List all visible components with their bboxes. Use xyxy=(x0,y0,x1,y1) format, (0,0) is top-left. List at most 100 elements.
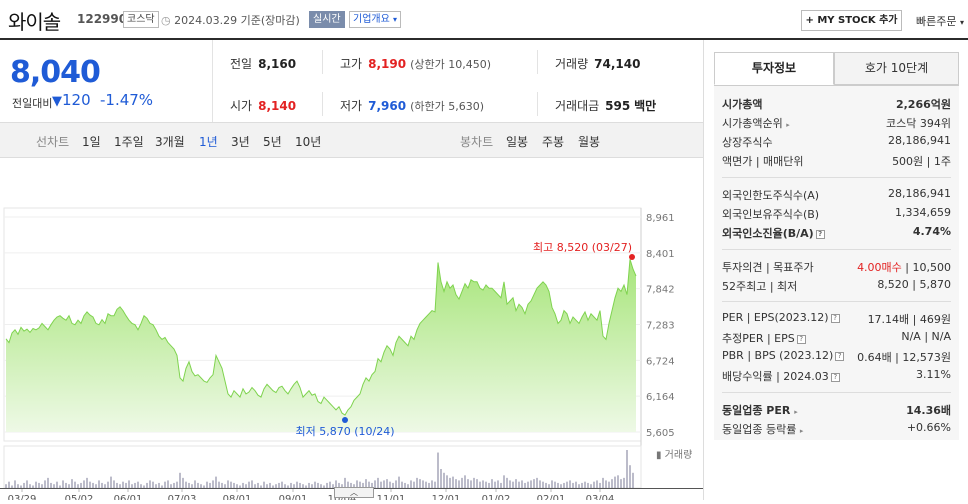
tab-monthly[interactable]: 월봉 xyxy=(578,135,601,149)
volume-bar xyxy=(581,482,583,488)
y-tick-label: 6,724 xyxy=(646,356,675,367)
volume-bar xyxy=(584,481,586,488)
row-market-cap-rank[interactable]: 시가총액순위 ▸ 코스닥 394위 xyxy=(722,117,951,130)
volume-bar xyxy=(374,480,376,488)
volume-bar xyxy=(236,484,238,488)
volume-bar xyxy=(488,482,490,488)
volume-bar xyxy=(335,480,337,488)
volume-bar xyxy=(404,482,406,488)
volume-bar xyxy=(515,479,517,488)
volume-bar xyxy=(149,480,151,488)
volume-bar xyxy=(299,482,301,488)
divider xyxy=(537,92,538,116)
volume-bar xyxy=(416,477,418,488)
realtime-badge[interactable]: 실시간 xyxy=(309,11,345,28)
x-tick-label: 10/04 xyxy=(328,494,357,500)
volume-bar xyxy=(458,480,460,488)
row-market-cap: 시가총액 2,266억원 xyxy=(722,98,951,111)
volume-bar xyxy=(617,475,619,488)
volume-bar xyxy=(185,481,187,488)
volume-bar xyxy=(119,484,121,488)
volume-bar xyxy=(443,472,445,488)
stat-volume: 거래량 74,140 xyxy=(555,57,641,71)
tab-weekly[interactable]: 주봉 xyxy=(542,135,565,149)
tab-10y[interactable]: 10년 xyxy=(295,135,322,149)
tab-1d[interactable]: 1일 xyxy=(82,135,101,149)
tab-1w[interactable]: 1주일 xyxy=(114,135,144,149)
volume-bar xyxy=(500,482,502,488)
y-tick-label: 7,283 xyxy=(646,321,675,332)
row-industry-per[interactable]: 동일업종 PER ▸ 14.36배 xyxy=(722,404,951,417)
volume-bar xyxy=(575,481,577,488)
y-tick-label: 8,401 xyxy=(646,249,675,260)
volume-bar xyxy=(254,484,256,488)
volume-bar xyxy=(419,479,421,488)
help-icon[interactable]: ? xyxy=(835,352,845,361)
tab-5y[interactable]: 5년 xyxy=(263,135,282,149)
volume-bar xyxy=(155,484,157,488)
volume-bar xyxy=(407,484,409,488)
company-name: 와이솔 xyxy=(8,10,61,34)
volume-bar xyxy=(308,482,310,488)
tab-1y[interactable]: 1년 xyxy=(199,135,218,149)
volume-bar xyxy=(560,484,562,488)
volume-bar xyxy=(221,482,223,488)
help-icon[interactable]: ? xyxy=(815,230,825,239)
volume-bar xyxy=(101,482,103,488)
collapse-chart-button[interactable]: ︿ xyxy=(334,487,374,498)
volume-bar xyxy=(128,480,130,488)
company-overview-button[interactable]: 기업개요 ▾ xyxy=(349,11,402,28)
volume-bar xyxy=(452,476,454,488)
volume-bar xyxy=(203,485,205,488)
row-industry-change[interactable]: 동일업종 등락률 ▸ +0.66% xyxy=(722,421,951,436)
volume-bar xyxy=(602,477,604,488)
volume-bar xyxy=(191,484,193,488)
help-icon[interactable]: ? xyxy=(796,335,806,344)
volume-bar xyxy=(509,480,511,488)
x-tick-label: 12/01 xyxy=(432,494,461,500)
volume-bar xyxy=(137,481,139,488)
volume-bar xyxy=(47,477,49,488)
volume-bar xyxy=(542,481,544,488)
volume-bar xyxy=(59,485,61,488)
volume-bar xyxy=(110,476,112,488)
volume-bar xyxy=(116,482,118,488)
tab-3y[interactable]: 3년 xyxy=(231,135,250,149)
volume-bar xyxy=(260,485,262,488)
volume-bar xyxy=(341,484,343,488)
stat-amount: 거래대금 595 백만 xyxy=(555,99,657,113)
arrow-right-icon: ▸ xyxy=(799,427,804,435)
volume-bar xyxy=(74,481,76,488)
my-stock-add-button[interactable]: + MY STOCK 추가 xyxy=(801,10,902,31)
volume-bar xyxy=(611,479,613,488)
volume-bar xyxy=(437,452,439,488)
volume-bar xyxy=(563,482,565,488)
volume-bar xyxy=(251,480,253,488)
volume-bar xyxy=(371,482,373,488)
volume-bar xyxy=(350,482,352,488)
investment-info-box: 시가총액 2,266억원 시가총액순위 ▸ 코스닥 394위 상장주식수 28,186… xyxy=(714,85,959,440)
header-divider xyxy=(0,38,968,40)
help-icon[interactable]: ? xyxy=(830,314,840,323)
tab-investment-info[interactable]: 투자정보 xyxy=(714,52,834,85)
help-icon[interactable]: ? xyxy=(830,373,840,382)
volume-bar xyxy=(113,480,115,488)
price-stats: 전일 8,160 고가 8,190 (상한가 10,450) 거래량 74,140 시가… xyxy=(212,40,703,122)
tab-daily[interactable]: 일봉 xyxy=(506,135,529,149)
volume-bar xyxy=(200,484,202,488)
tab-orderbook-10[interactable]: 호가 10단계 xyxy=(834,52,959,85)
volume-frame xyxy=(3,445,642,489)
volume-bar xyxy=(296,481,298,488)
volume-bar xyxy=(329,481,331,488)
stock-code: 122990 xyxy=(77,12,128,26)
volume-bar xyxy=(182,477,184,488)
volume-bar xyxy=(188,482,190,488)
quick-order-button[interactable]: 빠른주문 ▾ xyxy=(916,13,964,29)
volume-bar xyxy=(122,481,124,488)
x-tick-label: 02/01 xyxy=(537,494,566,500)
volume-bar xyxy=(17,484,19,488)
quote-panel: 8,040 전일대비 ▼120 -1.47% 전일 8,160 고가 8,190 (상… xyxy=(0,40,703,504)
tab-3m[interactable]: 3개월 xyxy=(155,135,185,149)
price-chart-svg: 8,961 8,401 7,842 7,283 6,724 6,164 5,605 최고 8,… xyxy=(3,207,692,504)
volume-bar xyxy=(68,484,70,488)
